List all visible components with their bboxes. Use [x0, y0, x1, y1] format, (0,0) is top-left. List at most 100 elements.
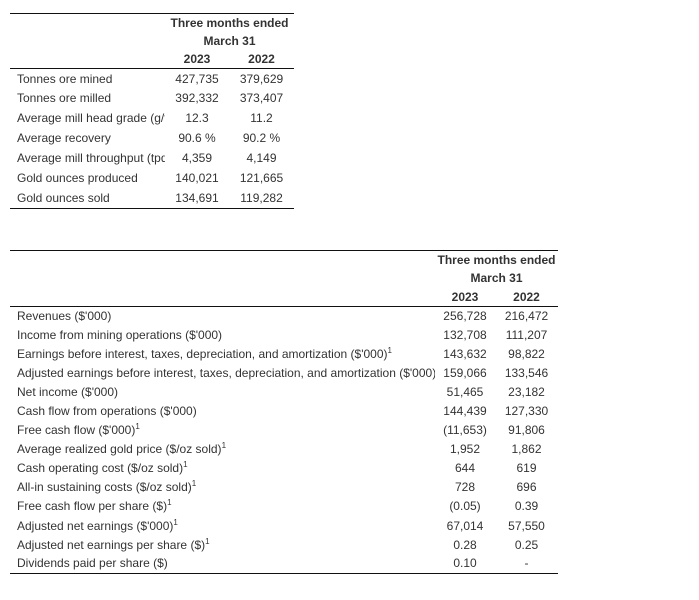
value-prior: 119,282 [240, 191, 283, 206]
table-row: Average realized gold price ($/oz sold)1… [10, 440, 558, 459]
value-current: 644 [454, 461, 476, 476]
table-row: Tonnes ore milled 392,332 373,407 [10, 88, 294, 108]
header-spacer [10, 14, 165, 32]
row-label-text: Adjusted earnings before interest, taxes… [17, 366, 435, 380]
value-current: 0.10 [453, 556, 477, 571]
header-spacer [10, 32, 165, 50]
footnote-marker: 1 [387, 345, 392, 355]
row-label-text: Average recovery [17, 131, 111, 146]
value-current: 132,708 [443, 327, 487, 342]
row-label: Adjusted net earnings ($'000)1 [10, 516, 435, 535]
table-row: Adjusted net earnings ($'000)1 67,014 57… [10, 516, 558, 535]
financial-table-body: Revenues ($'000) 256,728 216,472 Income … [10, 306, 558, 573]
value-current: 0.28 [453, 537, 477, 552]
value-current: 1,952 [449, 442, 481, 457]
row-label: Tonnes ore mined [10, 68, 165, 88]
row-label: Average mill throughput (tpd) [10, 148, 165, 168]
row-label: Adjusted earnings before interest, taxes… [10, 363, 435, 382]
value-prior: 57,550 [508, 518, 545, 533]
row-label: Adjusted net earnings per share ($)1 [10, 535, 435, 554]
row-label: Dividends paid per share ($) [10, 554, 435, 573]
footnote-marker: 1 [205, 536, 210, 546]
row-label-text: Dividends paid per share ($) [17, 556, 168, 571]
operating-results-table: Three months ended March 31 2023 2022 To… [10, 13, 295, 209]
value-current: 90.6 % [178, 131, 216, 146]
value-current: 143,632 [443, 346, 487, 361]
row-label: Average recovery [10, 128, 165, 148]
value-current: 427,735 [175, 71, 219, 86]
year-prior-header: 2022 [513, 289, 540, 304]
footnote-marker: 1 [173, 517, 178, 527]
period-header-line2: March 31 [470, 271, 523, 286]
row-label-text: Free cash flow per share ($) [17, 499, 168, 514]
value-prior: 696 [516, 480, 537, 495]
value-prior: 373,407 [239, 91, 284, 106]
header-spacer [10, 288, 435, 307]
header-spacer [10, 50, 165, 68]
value-current: (11,653) [443, 423, 487, 438]
row-label: Free cash flow ($'000)1 [10, 421, 435, 440]
row-label-text: Net income ($'000) [17, 385, 119, 400]
table-row: Income from mining operations ($'000) 13… [10, 325, 558, 344]
value-current: 144,439 [443, 404, 487, 419]
row-label: Revenues ($'000) [10, 306, 435, 325]
footnote-marker: 1 [167, 498, 172, 508]
period-header-line1: Three months ended [170, 15, 289, 30]
row-label-text: Adjusted net earnings per share ($) [17, 537, 206, 552]
table-row: Adjusted net earnings per share ($)1 0.2… [10, 535, 558, 554]
footnote-marker: 1 [135, 422, 140, 432]
value-current: 134,691 [175, 191, 219, 206]
row-label: Tonnes ore milled [10, 88, 165, 108]
table-row: Tonnes ore mined 427,735 379,629 [10, 68, 294, 88]
table-row: Average mill head grade (g/t) 12.3 11.2 [10, 108, 294, 128]
row-label-text: Adjusted net earnings ($'000) [17, 518, 174, 533]
value-prior: 11.2 [250, 111, 273, 126]
row-label: All-in sustaining costs ($/oz sold)1 [10, 478, 435, 497]
row-label: Net income ($'000) [10, 383, 435, 402]
header-spacer [10, 269, 435, 288]
value-prior: - [524, 556, 529, 571]
row-label-text: Gold ounces sold [17, 191, 110, 206]
period-header-line1: Three months ended [437, 253, 556, 268]
value-current: 256,728 [443, 309, 487, 324]
row-label-text: Gold ounces produced [17, 171, 138, 186]
value-current: 392,332 [175, 91, 219, 106]
year-current-header: 2023 [451, 289, 479, 304]
row-label: Average mill head grade (g/t) [10, 108, 165, 128]
row-label-text: Tonnes ore milled [17, 91, 112, 106]
value-prior: 121,665 [239, 171, 284, 186]
row-label-text: Earnings before interest, taxes, depreci… [17, 346, 388, 361]
value-prior: 91,806 [508, 423, 545, 438]
footnote-marker: 1 [221, 441, 227, 451]
row-label-text: Average mill head grade (g/t) [17, 111, 165, 126]
value-prior: 0.25 [514, 537, 539, 552]
value-current: 4,359 [181, 151, 213, 166]
value-prior: 23,182 [508, 385, 545, 400]
table-row: Adjusted earnings before interest, taxes… [10, 363, 558, 382]
row-label: Free cash flow per share ($)1 [10, 497, 435, 516]
table-row: Cash flow from operations ($'000) 144,43… [10, 402, 558, 421]
footnote-marker: 1 [183, 460, 188, 470]
row-label: Cash operating cost ($/oz sold)1 [10, 459, 435, 478]
footnote-marker: 1 [191, 479, 197, 489]
row-label: Cash flow from operations ($'000) [10, 402, 435, 421]
value-prior: 90.2 % [242, 131, 281, 146]
value-current: 728 [454, 480, 476, 495]
row-label-text: Tonnes ore mined [17, 71, 113, 86]
value-prior: 4,149 [246, 151, 277, 166]
period-header-line2: March 31 [203, 33, 256, 48]
table-row: Free cash flow ($'000)1 (11,653) 91,806 [10, 421, 558, 440]
row-label: Gold ounces produced [10, 168, 165, 188]
value-current: 12.3 [185, 111, 209, 126]
row-label: Income from mining operations ($'000) [10, 325, 435, 344]
value-prior: 379,629 [239, 71, 284, 86]
row-label-text: Income from mining operations ($'000) [17, 327, 223, 342]
value-current: (0.05) [449, 499, 481, 514]
row-label-text: All-in sustaining costs ($/oz sold) [17, 480, 192, 495]
table-row: Revenues ($'000) 256,728 216,472 [10, 306, 558, 325]
table-row: All-in sustaining costs ($/oz sold)1 728… [10, 478, 558, 497]
financial-results-table: Three months ended March 31 2023 2022 Re… [10, 250, 559, 574]
value-prior: 111,207 [505, 327, 548, 342]
row-label-text: Average mill throughput (tpd) [17, 151, 165, 166]
operating-table-body: Tonnes ore mined 427,735 379,629 Tonnes … [10, 68, 294, 208]
